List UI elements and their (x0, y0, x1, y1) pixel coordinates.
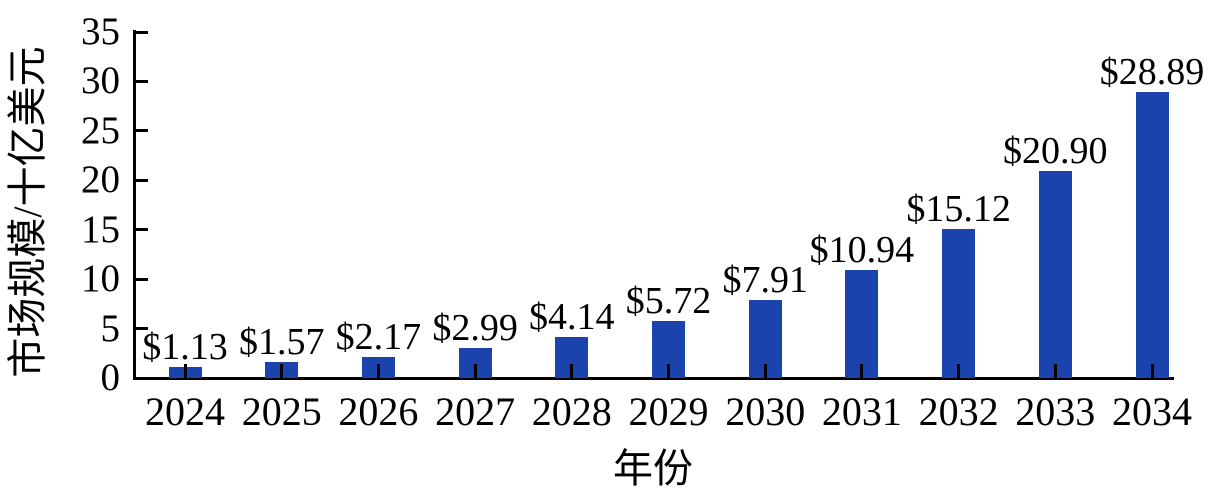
x-tick-mark (957, 364, 961, 378)
bar-2034 (1135, 92, 1169, 378)
bar-value-label: $1.57 (238, 321, 325, 364)
bar-value-label: $5.72 (625, 280, 712, 323)
y-tick-mark (136, 30, 148, 34)
bar-value-label: $15.12 (906, 187, 1011, 230)
x-tick-mark (570, 364, 574, 378)
x-tick-label: 2024 (145, 389, 225, 434)
bar-2033 (1038, 171, 1072, 378)
y-tick-label: 0 (100, 356, 121, 399)
y-tick-label: 20 (81, 158, 120, 202)
x-tick-label: 2032 (918, 389, 999, 434)
y-tick-label: 15 (81, 207, 120, 251)
bar-value-label: $4.14 (529, 296, 615, 339)
y-axis-line (133, 30, 136, 379)
x-tick-label: 2031 (821, 389, 902, 434)
y-tick-mark (136, 79, 148, 83)
y-tick-label: 5 (100, 306, 121, 350)
y-tick-mark (136, 228, 148, 232)
bar-value-label: $28.89 (1099, 51, 1205, 94)
x-tick-mark (1150, 364, 1154, 378)
x-tick-mark (473, 364, 477, 378)
y-tick-label: 30 (81, 59, 120, 103)
x-tick-label: 2034 (1112, 389, 1192, 434)
y-tick-mark (136, 277, 148, 281)
bar-value-label: $2.99 (432, 307, 518, 350)
bar-value-label: $20.90 (1003, 130, 1108, 173)
x-axis-title: 年份 (613, 446, 693, 491)
x-tick-mark (376, 364, 380, 378)
x-tick-label: 2029 (628, 389, 709, 434)
x-tick-label: 2028 (531, 389, 612, 434)
bar-value-label: $1.13 (142, 325, 228, 368)
x-tick-label: 2025 (241, 389, 322, 434)
x-tick-mark (183, 364, 187, 378)
x-tick-mark (860, 364, 864, 378)
x-tick-mark (1053, 364, 1057, 378)
x-tick-mark (280, 364, 284, 378)
y-tick-mark (136, 327, 148, 331)
y-tick-label: 35 (81, 10, 120, 53)
x-tick-label: 2030 (725, 389, 806, 434)
y-tick-mark (136, 178, 148, 182)
x-tick-label: 2026 (338, 389, 419, 434)
y-tick-mark (136, 129, 148, 133)
bar-value-label: $2.17 (335, 315, 422, 358)
bar-value-label: $7.91 (722, 258, 808, 301)
y-tick-mark (136, 376, 148, 380)
bar-value-label: $10.94 (809, 228, 915, 271)
y-tick-label: 25 (81, 108, 120, 152)
x-tick-mark (763, 364, 767, 378)
bar-2031 (845, 269, 879, 378)
x-tick-label: 2033 (1015, 389, 1096, 434)
y-tick-label: 10 (81, 257, 120, 301)
bar-2032 (942, 228, 976, 378)
x-tick-mark (667, 364, 670, 378)
x-axis-line (133, 377, 1174, 380)
x-tick-label: 2027 (435, 389, 516, 434)
